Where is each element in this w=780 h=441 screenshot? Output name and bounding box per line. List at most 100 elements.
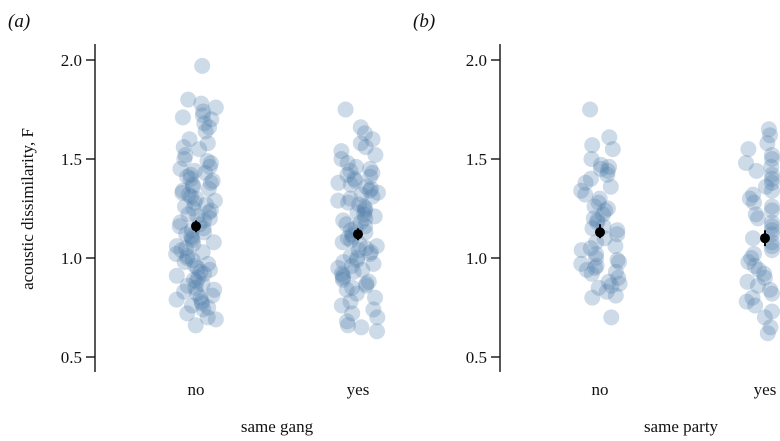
panel-b-data-point [587, 259, 604, 276]
panel-a-data-point [201, 158, 218, 175]
panel-a-data-point [184, 232, 201, 249]
panel-a-data-point [366, 208, 383, 225]
panel-a-data-point [199, 153, 216, 169]
panel-b-data-point [578, 261, 595, 278]
panel-a-data-point [182, 166, 199, 183]
panel-b-data-point [607, 287, 624, 304]
panel-b-data-point [584, 289, 601, 306]
panel-a-data-point [184, 230, 200, 247]
panel-a-data-point [367, 289, 383, 306]
panel-a-data-point [192, 263, 209, 280]
panel-b-data-point [764, 214, 780, 231]
panel-b-data-point [747, 206, 764, 223]
panel-a-means [191, 220, 363, 241]
panel-b-data-point [764, 285, 780, 302]
panel-a-data-point [177, 147, 194, 163]
panel-b-y-tick-label: 1.5 [466, 150, 487, 169]
panel-b-data-point [749, 210, 766, 227]
panel-b-data-point [601, 158, 618, 175]
panel-a-data-point [184, 252, 201, 268]
panel-b-data-point [600, 273, 617, 290]
panel-a-data-point [339, 155, 356, 171]
panel-a-data-point [202, 202, 219, 219]
panel-b-data-point [739, 273, 756, 290]
panel-a-data-point [201, 119, 218, 136]
panel-a-data-point [200, 204, 217, 221]
panel-b-data-point [593, 156, 609, 173]
panel-a-data-point [168, 291, 185, 308]
panel-a-data-point [176, 254, 193, 270]
panel-a-data-point [189, 208, 206, 225]
panel-b-data-point [745, 230, 761, 247]
panel-a-data-point [333, 151, 350, 167]
panel-b-data-point [764, 202, 780, 219]
panel-b-data-point [764, 182, 780, 199]
panel-a-data-point [352, 135, 369, 152]
panel-a-data-point [202, 155, 219, 171]
panel-a-data-point [197, 164, 214, 181]
panel-a-data-point [334, 269, 351, 286]
panel-a-data-point [353, 319, 370, 336]
panel-a-label: (a) [8, 11, 30, 32]
panel-b-data-point [760, 121, 777, 138]
panel-a-data-point [196, 265, 212, 282]
panel-b-data-point [746, 246, 762, 262]
panel-a-data-point [199, 135, 216, 152]
panel-b-means [595, 224, 770, 247]
panel-b-data-point [750, 277, 766, 294]
panel-a-data-point [369, 323, 385, 340]
panel-a-data-point [207, 311, 224, 328]
panel-b-x-tick-label: yes [754, 380, 777, 399]
panel-b-data-point [603, 309, 620, 326]
panel-a-data-point [194, 107, 211, 124]
panel-a-data-point [344, 305, 361, 322]
panel-a-data-point [183, 188, 200, 205]
panel-a-data-point [330, 192, 347, 209]
panel-b-data-point [599, 200, 616, 217]
panel-a-data-point [348, 285, 365, 302]
panel-a-data-point [185, 236, 202, 253]
panel-a-data-point [334, 234, 351, 251]
panel-b-data-point [604, 141, 621, 158]
panel-a-data-point [180, 91, 197, 108]
panel-a-data-point [348, 158, 365, 175]
panel-b-data-point [748, 162, 765, 179]
panel-b-data-point [609, 226, 626, 243]
panel-a-data-point [174, 184, 191, 201]
panel-a-y-tick-label: 1.5 [61, 150, 82, 169]
panel-b-data-point [593, 160, 609, 177]
panel-b-x-axis-title: same party [644, 417, 719, 436]
panel-b-data-point [758, 178, 774, 195]
panel-b-data-point [599, 162, 616, 179]
panel-a-data-point [180, 206, 197, 223]
panel-a-data-point [365, 301, 382, 318]
panel-a-data-point [335, 267, 352, 284]
panel-a-data-point [363, 180, 380, 197]
panel-b-y-tick-label: 1.0 [466, 249, 487, 268]
panel-a-data-point [186, 162, 203, 179]
panel-b-data-point [602, 178, 619, 195]
panel-a-data-point [352, 214, 369, 231]
panel-a-data-point [184, 297, 200, 314]
panel-a-data-point [187, 257, 204, 274]
panel-b-data-point [762, 319, 779, 336]
panel-b-points [573, 101, 780, 342]
panel-a-data-point [344, 279, 361, 296]
panel-b-data-point [607, 263, 624, 280]
panel-a-data-point [192, 289, 209, 306]
panel-b-data-point [585, 210, 602, 227]
panel-a-data-point [204, 172, 221, 189]
panel-a-data-point [186, 194, 203, 211]
panel-a-data-point [357, 210, 374, 227]
panel-b-data-point [601, 129, 618, 146]
panel-a-data-point [364, 188, 381, 205]
panel-a-data-point [179, 277, 196, 294]
panel-a-data-point [202, 174, 219, 191]
panel-a-data-point [347, 172, 364, 189]
panel-a-mean-marker [191, 221, 201, 232]
panel-b-data-point [762, 281, 778, 298]
panel-a-data-point [368, 238, 385, 255]
panel-a-data-point [185, 178, 202, 195]
panel-a-data-point [179, 305, 196, 322]
panel-a-data-point [362, 246, 378, 262]
